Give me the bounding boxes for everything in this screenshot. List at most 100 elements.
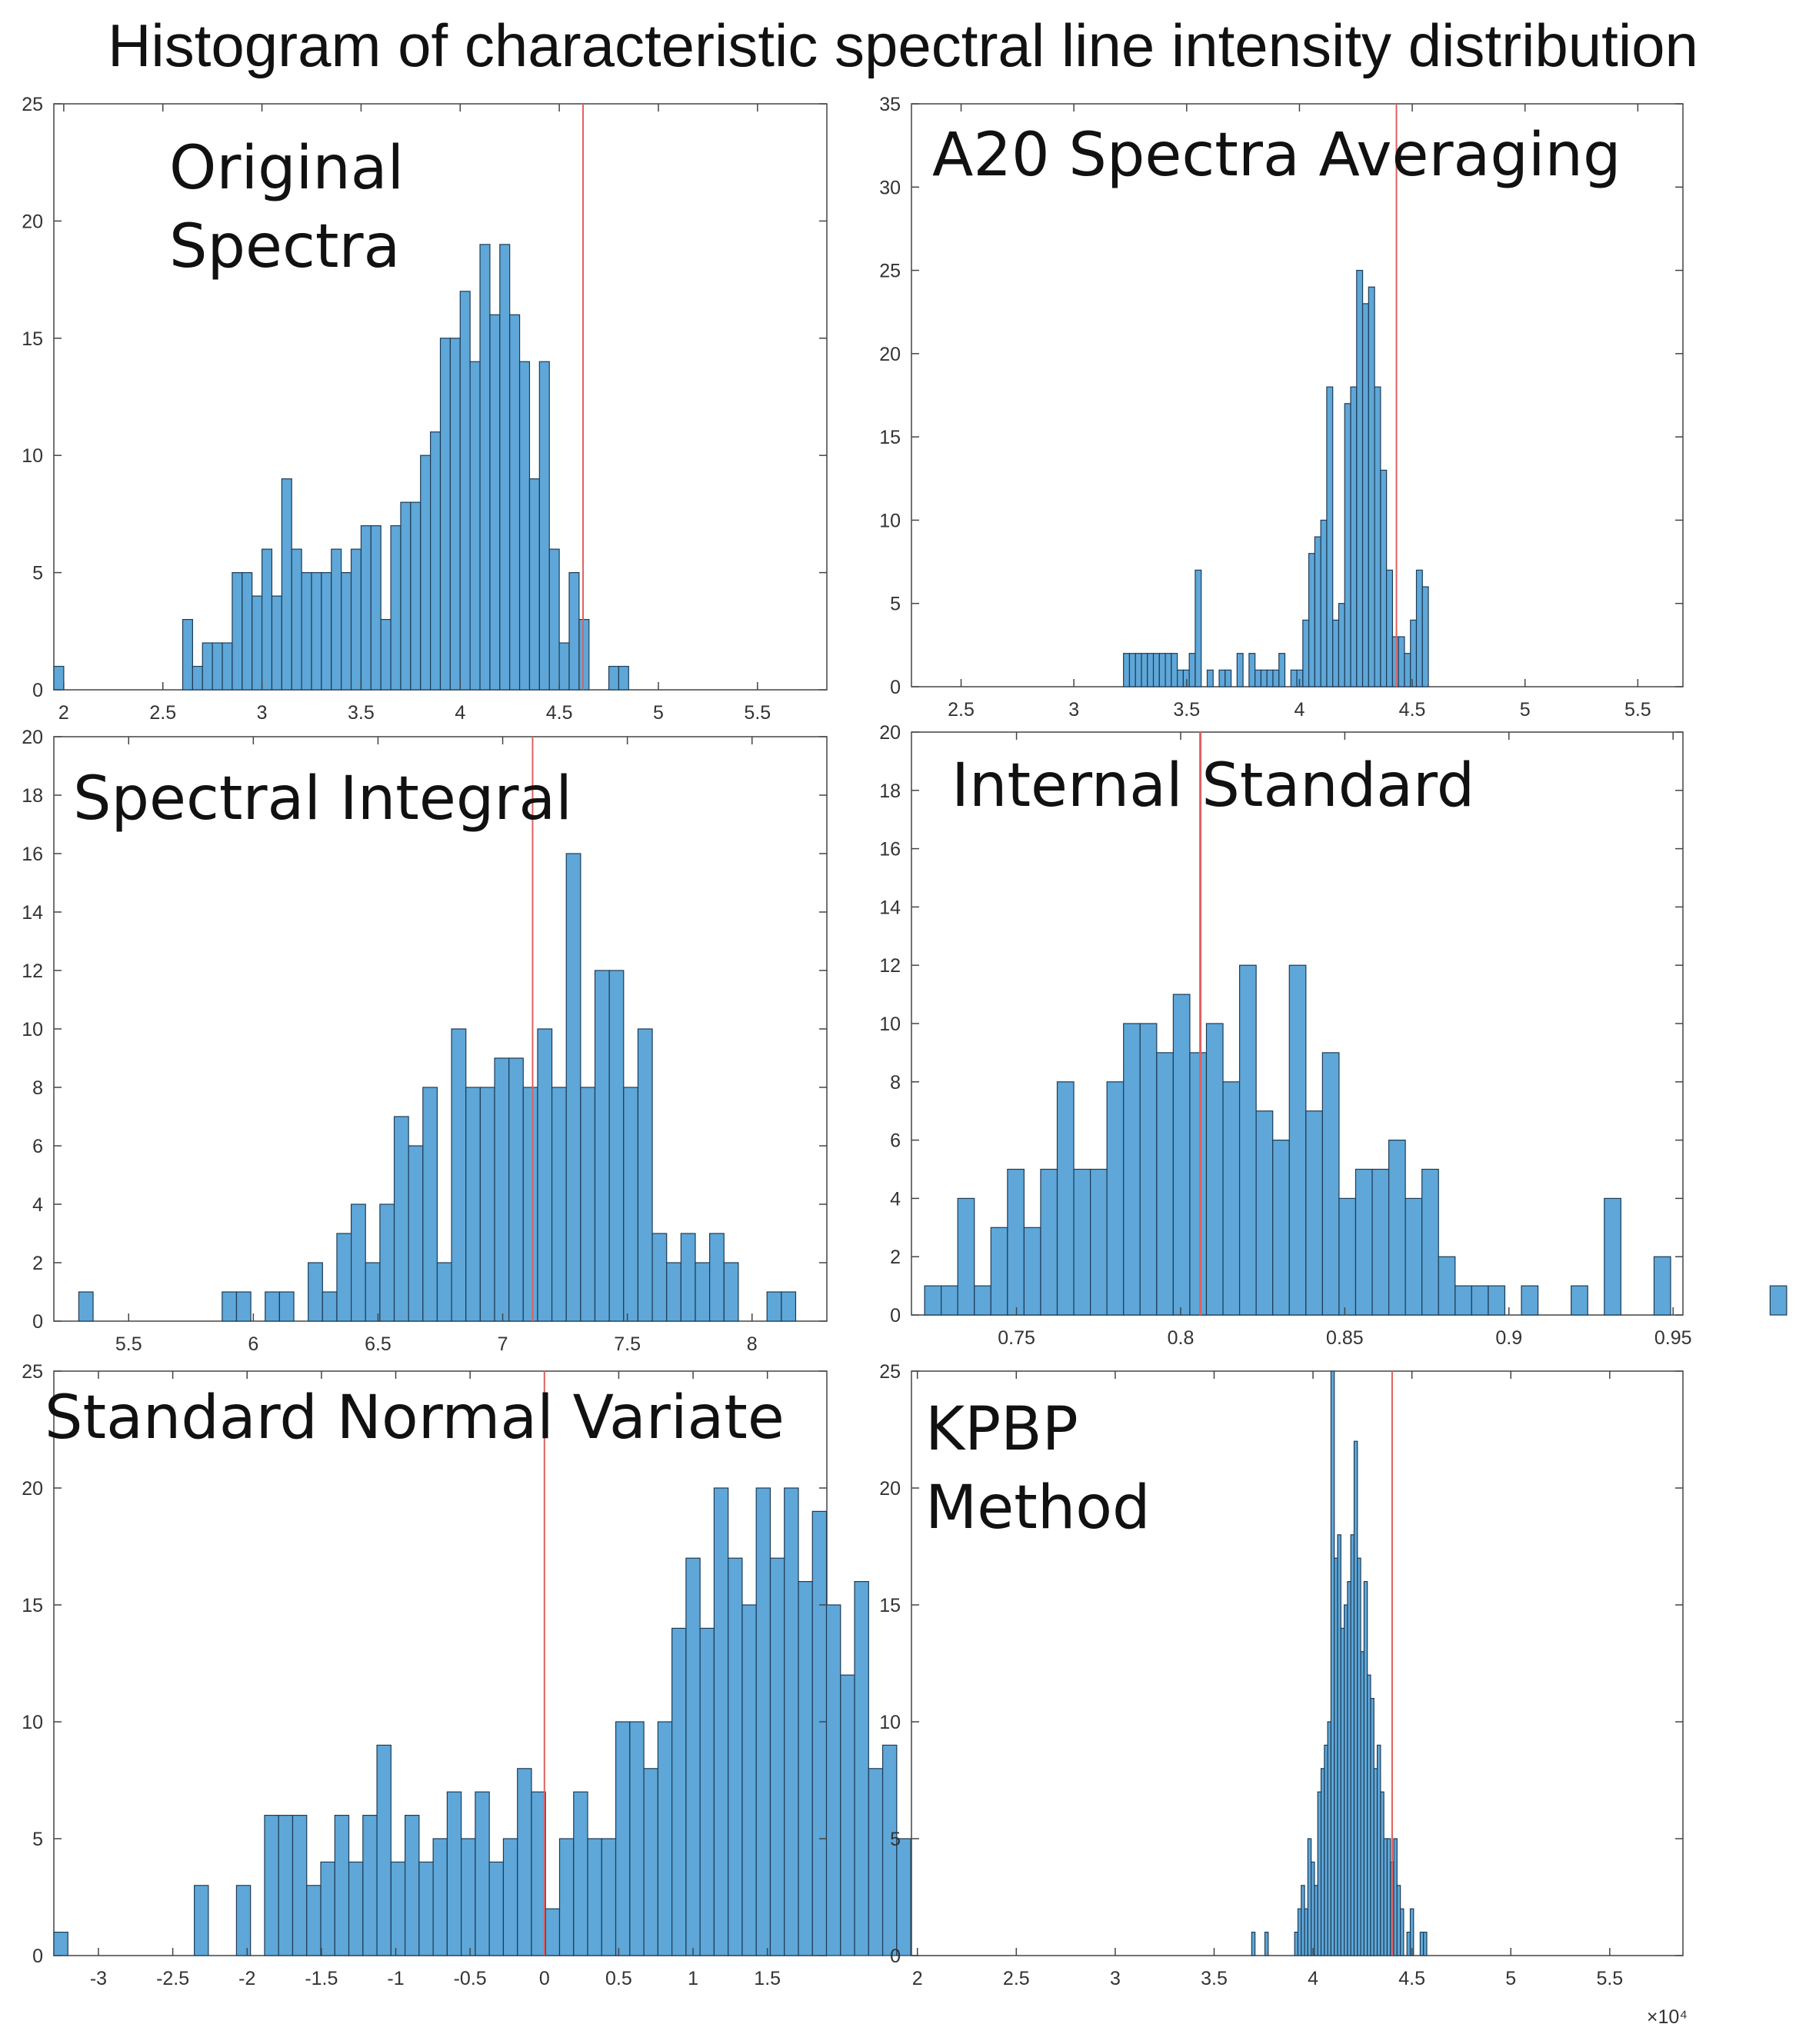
panel-5-bar <box>432 1838 448 1956</box>
panel-1-ytick-label: 25 <box>22 94 43 115</box>
panel-4-bar <box>957 1197 975 1316</box>
panel-6-bar <box>1264 1932 1269 1956</box>
panel-1-bar <box>53 665 65 691</box>
panel-3-bar <box>365 1262 381 1322</box>
panel-6-bar <box>1350 1534 1355 1956</box>
panel-1-bar <box>331 548 342 691</box>
panel-3-bar <box>393 1116 409 1322</box>
panel-3-bar <box>637 1028 653 1322</box>
panel-5-bar <box>685 1557 701 1956</box>
panel-6-xtick-label: 5.5 <box>1596 1968 1623 1989</box>
panel-1-ytick-label: 20 <box>22 211 43 232</box>
panel-1-bar <box>321 571 332 691</box>
panel-4-bar <box>1106 1081 1125 1316</box>
panel-3-xtick-label: 7.5 <box>614 1333 641 1355</box>
panel-6-bar <box>1400 1908 1404 1956</box>
panel-4-bar <box>924 1285 942 1316</box>
panel-5-bar <box>390 1861 406 1956</box>
panel-3-ytick-label: 6 <box>32 1136 43 1157</box>
panel-5-bar <box>545 1908 561 1956</box>
panel-5-xtick-label: 1 <box>688 1968 698 1989</box>
panel-5-bar <box>615 1721 631 1956</box>
panel-6-exponent-label: ×10⁴ <box>1647 2006 1688 2028</box>
panel-1-bar <box>568 571 580 691</box>
panel-3-bar <box>680 1233 696 1322</box>
panel-4-bar <box>1338 1197 1357 1316</box>
panel-3-label: Spectral Integral <box>73 764 572 834</box>
panel-3-ytick-label: 14 <box>22 902 43 924</box>
panel-3-xtick-label: 5.5 <box>115 1333 142 1355</box>
panel-2-ytick-label: 10 <box>879 510 901 531</box>
panel-2-bar <box>1225 669 1232 687</box>
panel-5-bar <box>418 1861 434 1956</box>
panel-3-bar <box>422 1087 438 1322</box>
panel-4-bar <box>1521 1285 1539 1316</box>
panel-4-xtick-label: 0.75 <box>998 1327 1035 1349</box>
panel-2-bar <box>1314 536 1321 687</box>
panel-2-bar <box>1123 653 1131 687</box>
panel-2-bar <box>1361 303 1369 687</box>
panel-5-bar <box>741 1604 757 1956</box>
panel-6-xtick-label: 2 <box>912 1968 923 1989</box>
panel-6-bar <box>1353 1440 1358 1956</box>
panel-4-bar <box>1305 1110 1323 1316</box>
panel-5-ytick-label: 0 <box>32 1946 43 1967</box>
panel-1-bar <box>469 361 481 691</box>
panel-4-ytick-label: 2 <box>890 1247 901 1268</box>
panel-5-bar <box>292 1815 308 1956</box>
panel-1-xtick-label: 5 <box>653 702 664 724</box>
panel-6-bar <box>1357 1557 1361 1956</box>
panel-1-bar <box>252 595 263 691</box>
panel-2-bar <box>1272 669 1280 687</box>
panel-3-bar <box>695 1262 711 1322</box>
panel-3-bar <box>78 1291 94 1322</box>
panel-1-bar <box>548 548 560 691</box>
panel-4-bar <box>1205 1023 1224 1316</box>
panel-4-bar <box>1404 1197 1423 1316</box>
panel-1-bar <box>301 571 312 691</box>
panel-4-ytick-label: 12 <box>879 955 901 977</box>
panel-4-ytick-label: 14 <box>879 897 901 918</box>
panel-4-bar <box>1272 1139 1290 1316</box>
panel-4-bar <box>1139 1023 1158 1316</box>
panel-6-bar <box>1320 1768 1325 1956</box>
panel-1-bar <box>360 525 372 691</box>
panel-3-ytick-label: 12 <box>22 960 43 982</box>
panel-5-bar <box>376 1744 392 1956</box>
panel-5-bar <box>798 1581 813 1956</box>
panel-4-bar <box>1421 1168 1439 1316</box>
panel-1-xtick-label: 5.5 <box>744 702 771 724</box>
panel-4-bar <box>1769 1285 1788 1316</box>
panel-3-bar <box>479 1087 495 1322</box>
panel-6-bar <box>1367 1674 1371 1956</box>
panel-3-xtick-label: 7 <box>498 1333 508 1355</box>
panel-4-bar <box>1288 964 1307 1316</box>
panel-6-bar <box>1334 1557 1338 1956</box>
panel-2-bar <box>1165 653 1172 687</box>
panel-6-bar <box>1423 1932 1428 1956</box>
panel-2-bar <box>1320 519 1328 687</box>
panel-6-bar <box>1373 1768 1378 1956</box>
panel-4-bar <box>1454 1285 1472 1316</box>
panel-5-ytick-label: 10 <box>22 1712 43 1733</box>
panel-2-bar <box>1398 636 1405 687</box>
panel-5-xtick-label: -0.5 <box>454 1968 487 1989</box>
panel-1-bar <box>390 525 402 691</box>
panel-1-bar <box>489 314 501 691</box>
panel-5-bar <box>531 1791 546 1956</box>
panel-3-bar <box>723 1262 739 1322</box>
panel-5-bar <box>601 1838 617 1956</box>
panel-4-bar <box>1073 1168 1091 1316</box>
panel-2-bar <box>1248 653 1256 687</box>
panel-4-bar <box>1371 1168 1390 1316</box>
panel-4-ytick-label: 6 <box>890 1130 901 1152</box>
panel-5-bar <box>334 1815 350 1956</box>
panel-6-bar <box>1297 1908 1302 1956</box>
panel-6-bar <box>1386 1838 1391 1956</box>
panel-5-label: Standard Normal Variate <box>45 1383 785 1453</box>
panel-4: 0 2 4 6 8 10 12 14 16 18 20 0.75 0.8 0.85 0.9 0.95 Inter… <box>879 722 1788 1349</box>
panel-6-bar <box>1301 1885 1305 1956</box>
panel-3-ytick-label: 20 <box>22 727 43 748</box>
panel-5-xtick-label: 0 <box>539 1968 550 1989</box>
panel-1-bar <box>370 525 382 691</box>
